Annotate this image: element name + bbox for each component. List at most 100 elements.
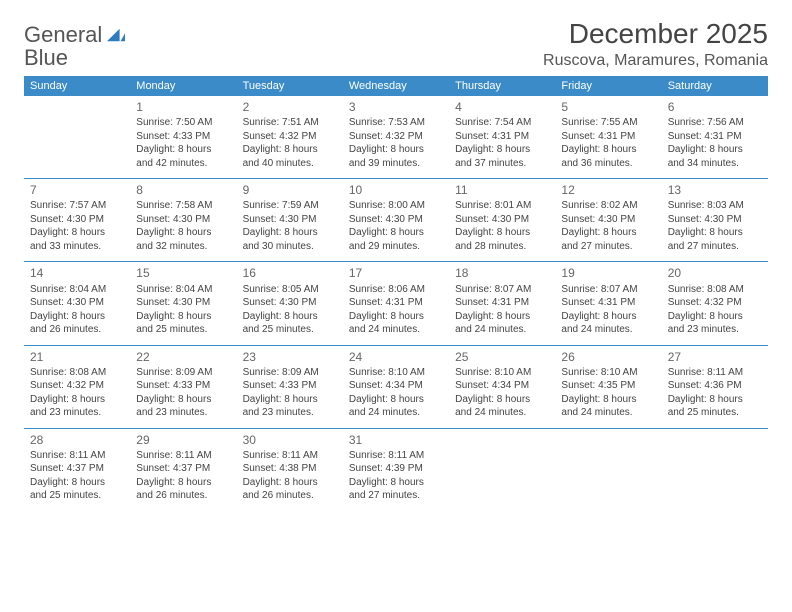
sunset-text: Sunset: 4:35 PM bbox=[561, 379, 655, 393]
month-title: December 2025 bbox=[543, 18, 768, 50]
day-number: 17 bbox=[349, 265, 443, 281]
daylight-text: and 28 minutes. bbox=[455, 240, 549, 254]
daylight-text: and 24 minutes. bbox=[349, 406, 443, 420]
sunset-text: Sunset: 4:36 PM bbox=[668, 379, 762, 393]
day-number: 20 bbox=[668, 265, 762, 281]
daylight-text: and 24 minutes. bbox=[455, 323, 549, 337]
daylight-text: and 23 minutes. bbox=[30, 406, 124, 420]
daylight-text: and 29 minutes. bbox=[349, 240, 443, 254]
daylight-text: and 23 minutes. bbox=[243, 406, 337, 420]
day-number: 11 bbox=[455, 182, 549, 198]
daylight-text: Daylight: 8 hours bbox=[349, 393, 443, 407]
sail-icon bbox=[107, 28, 125, 42]
sunset-text: Sunset: 4:31 PM bbox=[455, 296, 549, 310]
sunrise-text: Sunrise: 7:50 AM bbox=[136, 116, 230, 130]
daylight-text: and 36 minutes. bbox=[561, 157, 655, 171]
daylight-text: Daylight: 8 hours bbox=[136, 226, 230, 240]
daylight-text: Daylight: 8 hours bbox=[243, 393, 337, 407]
daylight-text: and 24 minutes. bbox=[349, 323, 443, 337]
title-block: December 2025 Ruscova, Maramures, Romani… bbox=[543, 18, 768, 70]
day-number: 5 bbox=[561, 99, 655, 115]
sunset-text: Sunset: 4:37 PM bbox=[136, 462, 230, 476]
calendar-cell: 7Sunrise: 7:57 AMSunset: 4:30 PMDaylight… bbox=[24, 179, 130, 262]
sunset-text: Sunset: 4:30 PM bbox=[561, 213, 655, 227]
sunrise-text: Sunrise: 7:57 AM bbox=[30, 199, 124, 213]
day-header: Friday bbox=[555, 76, 661, 96]
calendar-week: 21Sunrise: 8:08 AMSunset: 4:32 PMDayligh… bbox=[24, 345, 768, 428]
sunrise-text: Sunrise: 8:10 AM bbox=[349, 366, 443, 380]
calendar-cell-empty bbox=[24, 96, 130, 179]
logo-text: General Blue bbox=[24, 24, 125, 70]
sunrise-text: Sunrise: 7:51 AM bbox=[243, 116, 337, 130]
sunset-text: Sunset: 4:33 PM bbox=[136, 379, 230, 393]
calendar-week: 1Sunrise: 7:50 AMSunset: 4:33 PMDaylight… bbox=[24, 96, 768, 179]
daylight-text: and 25 minutes. bbox=[30, 489, 124, 503]
daylight-text: Daylight: 8 hours bbox=[455, 143, 549, 157]
location: Ruscova, Maramures, Romania bbox=[543, 52, 768, 70]
day-number: 31 bbox=[349, 432, 443, 448]
calendar-cell: 8Sunrise: 7:58 AMSunset: 4:30 PMDaylight… bbox=[130, 179, 236, 262]
sunrise-text: Sunrise: 8:11 AM bbox=[349, 449, 443, 463]
calendar-cell: 14Sunrise: 8:04 AMSunset: 4:30 PMDayligh… bbox=[24, 262, 130, 345]
day-header: Monday bbox=[130, 76, 236, 96]
calendar-cell: 1Sunrise: 7:50 AMSunset: 4:33 PMDaylight… bbox=[130, 96, 236, 179]
logo-text-general: General bbox=[24, 22, 102, 47]
daylight-text: and 34 minutes. bbox=[668, 157, 762, 171]
sunrise-text: Sunrise: 7:55 AM bbox=[561, 116, 655, 130]
day-header: Sunday bbox=[24, 76, 130, 96]
day-number: 30 bbox=[243, 432, 337, 448]
calendar-cell-empty bbox=[555, 428, 661, 511]
sunrise-text: Sunrise: 8:09 AM bbox=[243, 366, 337, 380]
logo: General Blue bbox=[24, 24, 125, 70]
daylight-text: and 37 minutes. bbox=[455, 157, 549, 171]
calendar-cell: 29Sunrise: 8:11 AMSunset: 4:37 PMDayligh… bbox=[130, 428, 236, 511]
calendar-cell: 26Sunrise: 8:10 AMSunset: 4:35 PMDayligh… bbox=[555, 345, 661, 428]
sunrise-text: Sunrise: 8:11 AM bbox=[243, 449, 337, 463]
day-number: 24 bbox=[349, 349, 443, 365]
calendar-cell: 24Sunrise: 8:10 AMSunset: 4:34 PMDayligh… bbox=[343, 345, 449, 428]
sunset-text: Sunset: 4:30 PM bbox=[30, 296, 124, 310]
day-number: 26 bbox=[561, 349, 655, 365]
day-number: 2 bbox=[243, 99, 337, 115]
sunrise-text: Sunrise: 8:04 AM bbox=[136, 283, 230, 297]
calendar-cell: 5Sunrise: 7:55 AMSunset: 4:31 PMDaylight… bbox=[555, 96, 661, 179]
day-header: Thursday bbox=[449, 76, 555, 96]
calendar-cell: 16Sunrise: 8:05 AMSunset: 4:30 PMDayligh… bbox=[237, 262, 343, 345]
day-number: 7 bbox=[30, 182, 124, 198]
daylight-text: Daylight: 8 hours bbox=[349, 226, 443, 240]
daylight-text: and 23 minutes. bbox=[136, 406, 230, 420]
daylight-text: Daylight: 8 hours bbox=[561, 393, 655, 407]
daylight-text: and 33 minutes. bbox=[30, 240, 124, 254]
sunrise-text: Sunrise: 8:05 AM bbox=[243, 283, 337, 297]
calendar-cell: 28Sunrise: 8:11 AMSunset: 4:37 PMDayligh… bbox=[24, 428, 130, 511]
day-number: 1 bbox=[136, 99, 230, 115]
calendar-cell: 9Sunrise: 7:59 AMSunset: 4:30 PMDaylight… bbox=[237, 179, 343, 262]
sunrise-text: Sunrise: 8:08 AM bbox=[668, 283, 762, 297]
daylight-text: Daylight: 8 hours bbox=[136, 393, 230, 407]
day-number: 9 bbox=[243, 182, 337, 198]
daylight-text: and 24 minutes. bbox=[455, 406, 549, 420]
sunset-text: Sunset: 4:38 PM bbox=[243, 462, 337, 476]
day-number: 12 bbox=[561, 182, 655, 198]
calendar-cell: 20Sunrise: 8:08 AMSunset: 4:32 PMDayligh… bbox=[662, 262, 768, 345]
sunrise-text: Sunrise: 8:07 AM bbox=[561, 283, 655, 297]
daylight-text: Daylight: 8 hours bbox=[30, 310, 124, 324]
day-number: 8 bbox=[136, 182, 230, 198]
daylight-text: Daylight: 8 hours bbox=[136, 143, 230, 157]
sunrise-text: Sunrise: 7:54 AM bbox=[455, 116, 549, 130]
calendar-cell: 11Sunrise: 8:01 AMSunset: 4:30 PMDayligh… bbox=[449, 179, 555, 262]
sunset-text: Sunset: 4:30 PM bbox=[243, 296, 337, 310]
header-row: General Blue December 2025 Ruscova, Mara… bbox=[24, 18, 768, 70]
calendar-cell: 21Sunrise: 8:08 AMSunset: 4:32 PMDayligh… bbox=[24, 345, 130, 428]
sunrise-text: Sunrise: 8:07 AM bbox=[455, 283, 549, 297]
calendar-cell-empty bbox=[449, 428, 555, 511]
daylight-text: and 25 minutes. bbox=[243, 323, 337, 337]
daylight-text: Daylight: 8 hours bbox=[349, 476, 443, 490]
sunset-text: Sunset: 4:31 PM bbox=[668, 130, 762, 144]
sunset-text: Sunset: 4:30 PM bbox=[136, 213, 230, 227]
calendar-cell: 3Sunrise: 7:53 AMSunset: 4:32 PMDaylight… bbox=[343, 96, 449, 179]
sunrise-text: Sunrise: 8:08 AM bbox=[30, 366, 124, 380]
sunset-text: Sunset: 4:33 PM bbox=[243, 379, 337, 393]
day-number: 28 bbox=[30, 432, 124, 448]
calendar-week: 14Sunrise: 8:04 AMSunset: 4:30 PMDayligh… bbox=[24, 262, 768, 345]
